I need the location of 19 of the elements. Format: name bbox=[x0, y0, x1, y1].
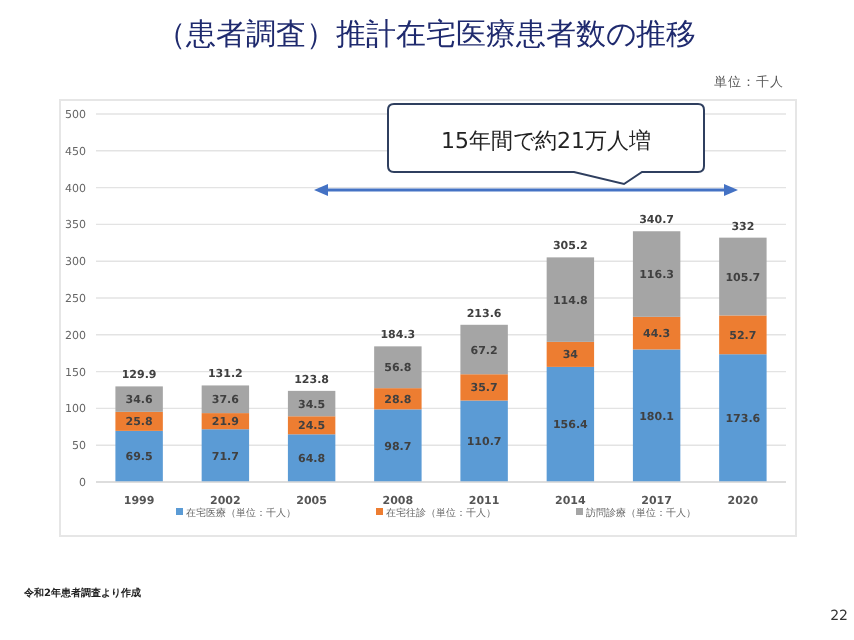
bar bbox=[115, 430, 163, 482]
bar bbox=[374, 346, 422, 389]
bar bbox=[460, 374, 508, 401]
bar bbox=[115, 386, 163, 412]
bar bbox=[719, 354, 767, 482]
bar bbox=[546, 257, 595, 342]
bar bbox=[546, 341, 595, 367]
bar bbox=[632, 231, 681, 317]
bar bbox=[287, 434, 336, 482]
bar bbox=[460, 324, 508, 375]
bar bbox=[374, 409, 422, 482]
bar bbox=[719, 237, 767, 316]
chart-title: （患者調査）推計在宅医療患者数の推移 bbox=[156, 16, 696, 52]
annotation: 15年間で約21万人増 bbox=[441, 128, 651, 154]
bar bbox=[546, 366, 595, 482]
bar bbox=[201, 429, 250, 482]
bar bbox=[632, 349, 681, 482]
bar bbox=[719, 315, 767, 355]
bar bbox=[460, 400, 508, 482]
